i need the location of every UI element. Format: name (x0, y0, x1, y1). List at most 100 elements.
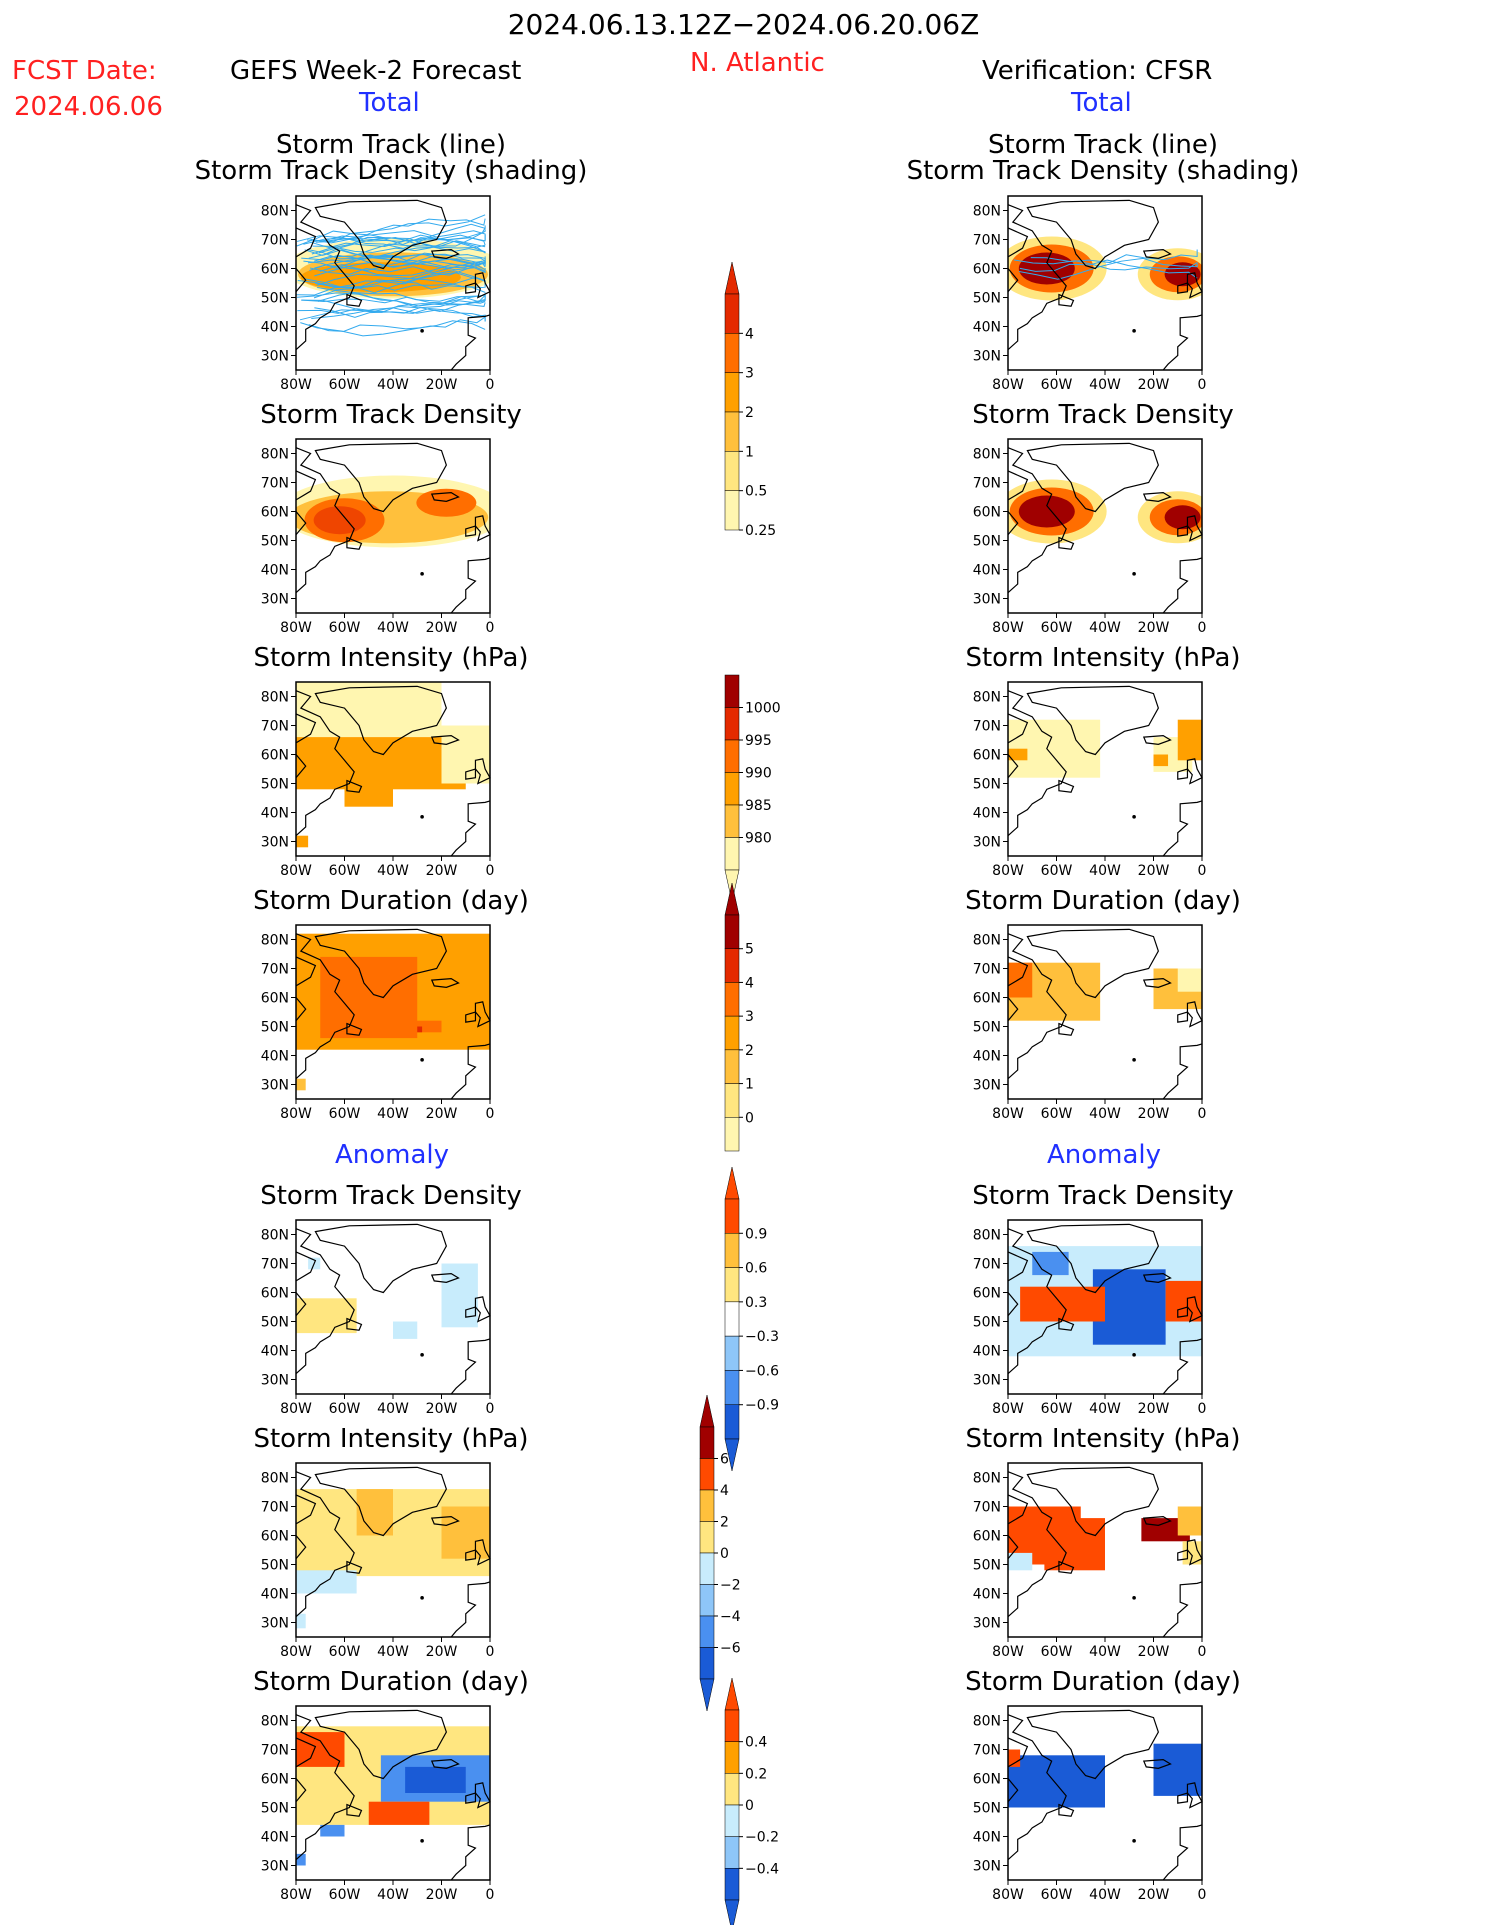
lat-tick-label: 40N (973, 1049, 1001, 1065)
lat-tick-label: 40N (261, 563, 289, 579)
iceland-outline (430, 1516, 460, 1526)
colorbar-segment (724, 1301, 740, 1337)
grid-cell (356, 1489, 393, 1536)
colorbar-segment (699, 1552, 715, 1585)
baffin-coast (295, 1251, 317, 1282)
greenland-outline (1026, 442, 1160, 513)
iceland-outline (1142, 1273, 1172, 1283)
north-america-coast (295, 1228, 355, 1375)
iberia-africa-coast (1162, 557, 1203, 614)
coastline (1007, 1466, 1203, 1638)
colorbar-label: 0.5 (745, 484, 767, 500)
colorbar-label: −4 (720, 1609, 741, 1625)
greenland-outline (1026, 1466, 1160, 1537)
lon-tick-label: 20W (426, 1644, 458, 1660)
colorbar-label: 4 (745, 975, 754, 991)
grid-cell (1008, 962, 1033, 998)
britain-outline (1186, 1539, 1203, 1566)
colorbar-label: 2 (745, 405, 754, 421)
coastline (295, 1709, 491, 1881)
storm-track-line (309, 260, 486, 275)
colorbar-label: 0.4 (745, 1735, 767, 1751)
left-column-title: GEFS Week-2 Forecast (230, 56, 522, 86)
iceland-outline (430, 735, 460, 745)
map-panel-gefs-intensity-anom: 80N 70N 60N 50N 40N 30N 80W 60W 40W 20W 0 (261, 1462, 494, 1660)
colorbar-label: −0.6 (745, 1363, 779, 1379)
lat-tick-label: 80N (261, 933, 289, 949)
map-panel-cfsr-track: 80N 70N 60N 50N 40N 30N 80W 60W 40W 20W 0 (973, 195, 1206, 393)
left-total-label: Total (359, 88, 420, 118)
colorbar-segment (699, 1615, 715, 1648)
storm-track-line (308, 320, 486, 332)
lat-tick-label: 50N (261, 1801, 289, 1817)
storm-track-line (319, 218, 486, 243)
hudson-coast (295, 268, 307, 293)
storm-track-line (297, 300, 486, 314)
shading-layer (1008, 1743, 1202, 1808)
storm-track-line (297, 277, 486, 291)
colorbar-label: 0.2 (745, 1766, 767, 1782)
lat-tick-label: 30N (973, 1616, 1001, 1632)
l5-title: Storm Track Density (260, 1181, 522, 1211)
grid-cell (1177, 719, 1202, 761)
lat-tick-label: 40N (261, 1049, 289, 1065)
lon-tick-label: 40W (1089, 620, 1121, 636)
lon-tick-label: 40W (1089, 863, 1121, 879)
shading-blob (416, 488, 477, 517)
lon-tick-label: 80W (280, 1401, 312, 1417)
lon-tick-label: 0 (486, 1401, 495, 1417)
iberia-africa-coast (1162, 1581, 1203, 1638)
north-america-coast (1007, 1471, 1067, 1618)
storm-track-line (1013, 259, 1198, 271)
colorbar-label: 4 (720, 1483, 729, 1499)
lat-tick-label: 60N (973, 1286, 1001, 1302)
ireland-outline (465, 768, 477, 780)
greenland-outline (314, 1223, 448, 1294)
baffin-coast (1007, 1494, 1029, 1525)
hudson-coast (295, 997, 307, 1022)
l2-title: Storm Track Density (260, 400, 522, 430)
lon-tick-label: 80W (992, 1401, 1024, 1417)
map-panel-cfsr-intensity-anom: 80N 70N 60N 50N 40N 30N 80W 60W 40W 20W 0 (973, 1462, 1206, 1660)
r2-title: Storm Track Density (972, 400, 1234, 430)
greenland-outline (314, 442, 448, 513)
coastline (295, 1466, 491, 1638)
britain-outline (1186, 1296, 1203, 1323)
colorbar-cap (724, 882, 740, 916)
l6-title: Storm Intensity (hPa) (253, 1424, 529, 1454)
lat-tick-label: 60N (973, 505, 1001, 521)
lon-tick-label: 40W (377, 377, 409, 393)
r1-title-b: Storm Track Density (shading) (906, 156, 1300, 186)
grid-cell (296, 835, 309, 848)
left-anomaly-label: Anomaly (335, 1140, 450, 1170)
north-america-coast (1007, 447, 1067, 594)
britain-outline (474, 1539, 491, 1566)
lat-tick-label: 50N (973, 291, 1001, 307)
lat-tick-label: 70N (973, 719, 1001, 735)
lon-tick-label: 80W (992, 1106, 1024, 1122)
lon-tick-label: 40W (1089, 1644, 1121, 1660)
lat-tick-label: 70N (261, 233, 289, 249)
colorbar-label: 2 (720, 1515, 729, 1531)
lat-tick-label: 80N (261, 204, 289, 220)
colorbar-segment (699, 1458, 715, 1491)
iberia-africa-coast (1162, 800, 1203, 857)
lat-tick-label: 50N (973, 777, 1001, 793)
azores-dot (1132, 1839, 1136, 1843)
colorbar-label: 3 (745, 1009, 754, 1025)
coastline (295, 928, 491, 1100)
lat-tick-label: 40N (973, 1344, 1001, 1360)
grid-cell (344, 783, 393, 807)
colorbar-label: 0 (745, 1110, 754, 1126)
lat-tick-label: 70N (973, 962, 1001, 978)
lat-tick-label: 30N (261, 1078, 289, 1094)
colorbar-segment (724, 372, 740, 413)
ireland-outline (465, 525, 477, 537)
lon-tick-label: 80W (992, 620, 1024, 636)
colorbar-segment (724, 1773, 740, 1806)
lon-tick-label: 20W (1138, 1106, 1170, 1122)
north-america-coast (295, 447, 355, 594)
map-panel-cfsr-density: 80N 70N 60N 50N 40N 30N 80W 60W 40W 20W 0 (973, 438, 1206, 636)
lon-tick-label: 60W (1041, 1887, 1073, 1903)
storm-track-line (319, 263, 486, 277)
